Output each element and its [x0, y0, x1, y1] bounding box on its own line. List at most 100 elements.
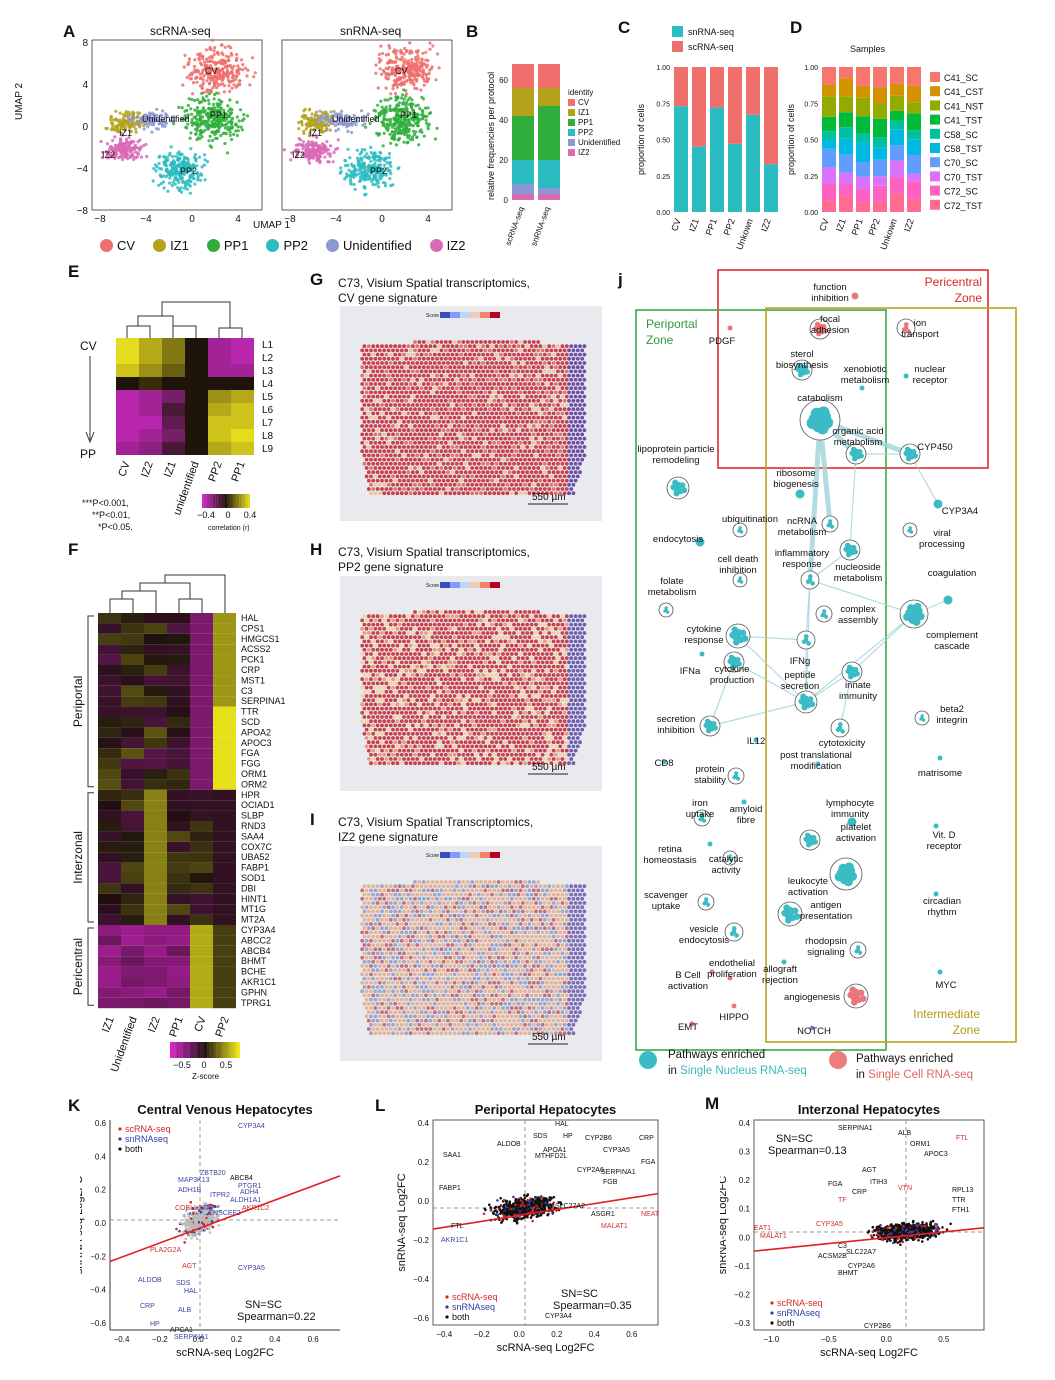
- umap-point: [132, 157, 136, 162]
- umap-point: [186, 158, 190, 162]
- f-scale-band: [226, 1042, 228, 1058]
- f-cell: [98, 883, 121, 894]
- tissue-spot: [393, 419, 398, 424]
- umap-point: [158, 154, 162, 158]
- tissue-spot: [410, 461, 415, 466]
- tissue-spot: [360, 618, 365, 623]
- tissue-spot: [461, 390, 466, 395]
- umap-point: [201, 97, 205, 102]
- tissue-spot: [476, 622, 481, 627]
- tissue-spot: [384, 470, 389, 475]
- tissue-spot: [441, 622, 446, 627]
- tissue-spot: [479, 618, 483, 623]
- f-scale-band: [189, 1042, 192, 1058]
- umap-point: [181, 171, 185, 175]
- f-scale-band: [184, 1042, 186, 1058]
- e-cell: [185, 390, 208, 403]
- e-scale-band: [214, 494, 216, 508]
- umap-point: [200, 71, 204, 75]
- umap-point: [202, 163, 206, 167]
- tissue-spot: [424, 487, 428, 491]
- tissue-spot: [509, 340, 514, 344]
- tissue-spot: [564, 461, 569, 466]
- tissue-spot: [573, 478, 578, 483]
- b-legend-label: Unidentified: [578, 138, 620, 147]
- f-cell: [213, 737, 236, 749]
- tissue-spot: [459, 369, 464, 374]
- umap-xtick: −4: [330, 214, 342, 225]
- tissue-spot: [402, 614, 406, 619]
- f-cell: [213, 779, 236, 790]
- f-cell: [144, 644, 167, 655]
- umap-point: [353, 187, 357, 191]
- umap-point: [197, 69, 201, 73]
- tissue-spot: [529, 428, 534, 433]
- tissue-spot: [551, 461, 556, 466]
- f-gene-label: C3: [241, 686, 253, 696]
- tissue-spot: [516, 394, 521, 399]
- umap-point: [245, 74, 249, 78]
- umap-point: [402, 97, 406, 101]
- tissue-spot: [468, 445, 472, 449]
- tissue-spot: [560, 614, 565, 619]
- tissue-spot: [505, 373, 510, 378]
- umap-point: [220, 51, 224, 55]
- tissue-spot: [448, 373, 453, 378]
- umap-point: [236, 83, 240, 87]
- tissue-spot: [384, 445, 389, 449]
- tissue-spot: [404, 457, 409, 462]
- tissue-spot: [476, 369, 481, 374]
- tissue-spot: [406, 461, 411, 466]
- umap-point: [240, 128, 244, 132]
- f-cell: [144, 727, 167, 738]
- tissue-spot: [470, 457, 475, 462]
- d-legend-label: C72_SC: [944, 187, 979, 197]
- umap-point: [296, 143, 300, 147]
- tissue-spot: [490, 352, 494, 357]
- tissue-spot: [540, 398, 545, 403]
- tissue-spot: [382, 390, 387, 395]
- tissue-spot: [529, 386, 534, 391]
- umap-point: [199, 63, 204, 67]
- umap-point: [418, 107, 422, 111]
- tissue-spot: [366, 470, 371, 475]
- tissue-spot: [582, 419, 587, 424]
- tissue-spot: [578, 386, 582, 391]
- tissue-spot: [364, 424, 369, 428]
- tissue-spot: [421, 340, 426, 344]
- tissue-spot: [564, 394, 569, 399]
- tissue-spot: [397, 478, 402, 483]
- tissue-spot: [479, 356, 483, 361]
- f-cell: [144, 706, 167, 717]
- f-cell: [144, 613, 167, 624]
- tissue-spot: [373, 491, 378, 496]
- tissue-spot: [435, 390, 439, 395]
- d-bar-segment: [873, 67, 887, 88]
- tissue-spot: [382, 424, 387, 428]
- tissue-spot: [457, 415, 461, 420]
- tissue-spot: [505, 424, 510, 428]
- umap-xtick: 0: [189, 214, 195, 225]
- e-arrow: [85, 356, 95, 444]
- tissue-spot: [505, 466, 510, 470]
- f-cell: [190, 675, 213, 686]
- tissue-spot: [571, 365, 576, 370]
- umap-point: [424, 118, 428, 122]
- e-cell: [231, 390, 254, 403]
- f-cell: [121, 956, 144, 967]
- tissue-spot: [463, 377, 468, 382]
- tissue-spot: [551, 403, 556, 407]
- umap-point: [421, 97, 425, 101]
- umap-point: [385, 118, 389, 122]
- e-cell: [185, 416, 208, 429]
- umap-point: [222, 59, 226, 63]
- tissue-spot: [514, 424, 519, 428]
- umap-point: [324, 110, 328, 114]
- umap-point: [380, 120, 384, 124]
- tissue-spot: [523, 407, 527, 412]
- tissue-spot: [360, 398, 365, 403]
- tissue-spot: [362, 411, 367, 416]
- umap-point: [343, 159, 348, 163]
- umap-point: [198, 109, 202, 113]
- tissue-spot: [369, 457, 373, 462]
